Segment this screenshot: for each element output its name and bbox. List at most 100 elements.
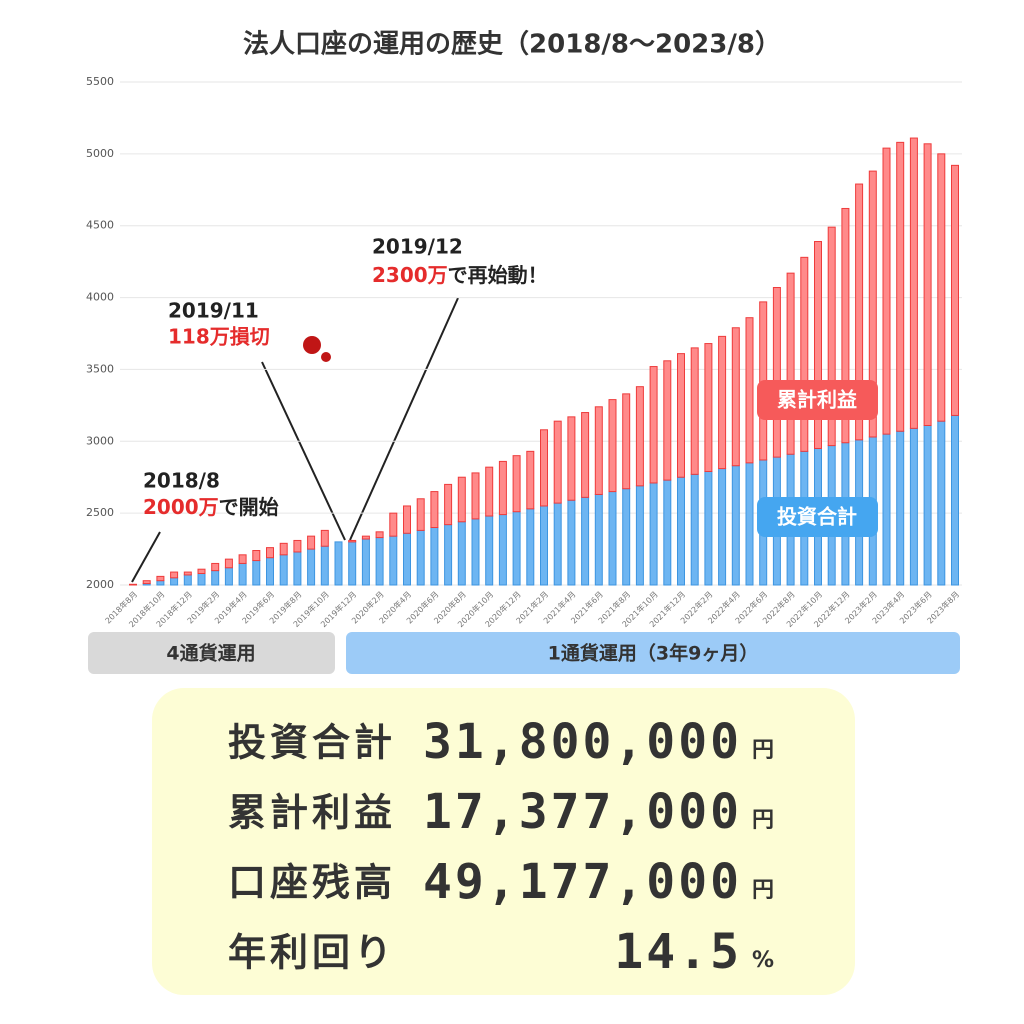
bar-segment (238, 554, 247, 564)
bar-segment (224, 558, 233, 569)
bar-segment (553, 420, 562, 504)
bar-segment (361, 535, 370, 540)
phase-label: 1通貨運用（3年9ヶ月） (548, 642, 759, 665)
bar-segment (704, 343, 713, 472)
summary-value: 14.5 (614, 924, 742, 980)
bar-segment (211, 570, 220, 586)
bar-segment (526, 508, 535, 586)
bar-segment (471, 472, 480, 520)
annotation-amount: 2000万 (143, 495, 219, 519)
bar-segment (457, 476, 466, 523)
summary-value: 17,377,000 (423, 784, 742, 840)
bar-segment (581, 412, 590, 498)
bar-segment (375, 537, 384, 586)
series-label-bg (757, 380, 878, 420)
bar-segment (622, 393, 631, 490)
bar-segment (361, 538, 370, 586)
chart-title: 法人口座の運用の歴史（2018/8〜2023/8） (243, 29, 781, 60)
bar-segment (293, 539, 302, 553)
bar-segment (896, 141, 905, 432)
summary-label: 投資合計 (228, 721, 396, 765)
bar-segment (183, 574, 192, 586)
bar-segment (718, 468, 727, 586)
bar-segment (581, 496, 590, 586)
bar-segment (293, 551, 302, 586)
bar-segment (375, 531, 384, 539)
bar-segment (841, 207, 850, 444)
plot: 200025003000350040004500500055002018年8月2… (86, 75, 962, 629)
bar-segment (498, 514, 507, 586)
bar-segment (279, 554, 288, 586)
bar-segment (800, 256, 809, 452)
y-tick-label: 2500 (86, 506, 114, 519)
bar-segment (498, 460, 507, 516)
bar-segment (772, 287, 781, 458)
summary-box (152, 688, 855, 995)
bar-segment (307, 548, 316, 586)
bar-segment (731, 465, 740, 586)
bar-segment (389, 535, 398, 586)
bar-segment (348, 539, 357, 543)
bar-segment (622, 488, 631, 586)
splatter (303, 336, 321, 354)
y-tick-label: 3500 (86, 362, 114, 375)
summary-unit: 円 (752, 808, 774, 833)
series-label-bg (757, 497, 878, 537)
bar-segment (526, 450, 535, 510)
bar-segment (416, 529, 425, 586)
annotation-line (261, 361, 346, 541)
bar-segment (677, 353, 685, 478)
bar-segment (471, 518, 480, 586)
annotation-note: で開始 (219, 495, 279, 519)
y-tick-label: 5000 (86, 147, 114, 160)
summary-label: 累計利益 (228, 791, 396, 835)
bar-segment (430, 527, 439, 586)
y-tick-label: 2000 (86, 578, 114, 591)
bar-segment (635, 485, 644, 586)
bar-segment (403, 532, 411, 586)
bar-segment (690, 473, 699, 586)
bar-segment (512, 511, 521, 586)
summary-label: 年利回り (228, 931, 396, 975)
bar-segment (129, 583, 137, 586)
bar-segment (320, 529, 329, 547)
bar-segment (512, 455, 521, 513)
bar-segment (211, 562, 220, 572)
bar-segment (430, 491, 439, 529)
annotation-line (349, 297, 459, 541)
splatter (321, 352, 331, 362)
annotation-date: 2018/8 (143, 469, 220, 493)
bar-segment (279, 542, 288, 556)
bar-segment (156, 575, 165, 582)
annotation-line (131, 531, 161, 583)
bar-segment (704, 470, 713, 586)
phase-label: 4通貨運用 (166, 642, 255, 665)
bar-segment (649, 482, 658, 586)
bar-segment (731, 327, 740, 467)
y-tick-label: 3000 (86, 434, 114, 447)
annotation-amount: 2300万 (372, 263, 448, 287)
y-tick-label: 5500 (86, 75, 114, 88)
bar-segment (663, 479, 672, 586)
bar-segment (951, 414, 959, 586)
series-label: 投資合計 (777, 505, 857, 529)
bar-segment (594, 493, 603, 586)
summary-value: 49,177,000 (423, 854, 742, 910)
bar-segment (882, 147, 891, 435)
annotation-text: 2300万で再始動！ (372, 263, 548, 287)
bar-segment (403, 505, 411, 534)
bar-segment (745, 317, 754, 464)
bar-segment (142, 580, 151, 585)
bar-segment (594, 406, 603, 495)
summary-value: 31,800,000 (423, 714, 742, 770)
bar-segment (170, 577, 179, 586)
bar-segment (320, 545, 329, 586)
bar-segment (937, 153, 946, 422)
bar-segment (608, 491, 617, 586)
bar-segment (718, 335, 727, 470)
bar-segment (485, 466, 494, 517)
bar-segment (923, 424, 932, 586)
phase-band (346, 632, 960, 674)
